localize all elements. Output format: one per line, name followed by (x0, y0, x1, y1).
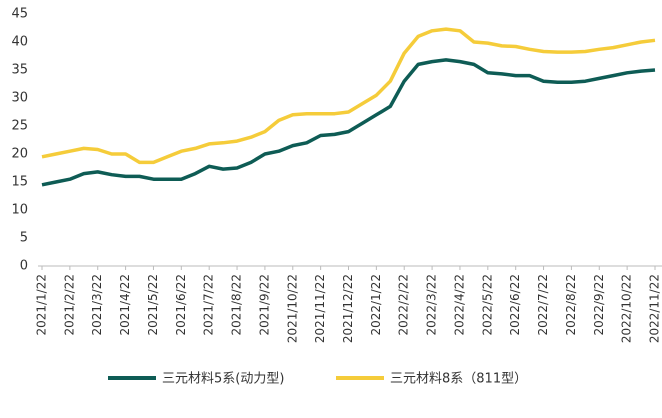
legend-label: 三元材料5系(动力型) (162, 372, 284, 387)
y-tick-label: 40 (11, 35, 28, 50)
y-tick-label: 15 (11, 175, 28, 190)
x-tick-label: 2021/2/22 (62, 274, 76, 336)
y-tick-label: 5 (20, 231, 28, 246)
y-tick-label: 0 (20, 259, 28, 274)
x-tick-label: 2022/6/22 (508, 274, 522, 336)
x-tick-label: 2021/3/22 (90, 274, 104, 336)
x-tick-label: 2022/8/22 (564, 274, 578, 336)
x-tick-label: 2021/9/22 (257, 274, 271, 336)
legend-label: 三元材料8系（811型） (390, 372, 527, 387)
y-tick-label: 45 (11, 7, 28, 22)
x-tick-label: 2021/10/22 (285, 274, 299, 343)
y-tick-label: 35 (11, 63, 28, 78)
x-tick-label: 2022/10/22 (620, 274, 634, 343)
x-tick-label: 2022/1/22 (369, 274, 383, 336)
x-tick-label: 2021/11/22 (313, 274, 327, 343)
x-tick-label: 2021/8/22 (230, 274, 244, 336)
y-tick-label: 20 (11, 147, 28, 162)
x-tick-label: 2022/4/22 (452, 274, 466, 336)
x-tick-label: 2022/2/22 (397, 274, 411, 336)
x-tick-label: 2021/6/22 (174, 274, 188, 336)
y-tick-label: 30 (11, 91, 28, 106)
x-tick-label: 2022/5/22 (480, 274, 494, 336)
x-tick-label: 2021/1/22 (35, 274, 49, 336)
x-tick-label: 2022/9/22 (592, 274, 606, 336)
y-tick-label: 25 (11, 119, 28, 134)
x-tick-label: 2021/12/22 (341, 274, 355, 343)
x-tick-label: 2021/7/22 (202, 274, 216, 336)
x-tick-label: 2022/3/22 (425, 274, 439, 336)
line-series (41, 27, 656, 165)
x-tick-label: 2022/7/22 (536, 274, 550, 336)
x-tick-label: 2021/5/22 (146, 274, 160, 336)
line-series (41, 58, 656, 187)
x-tick-label: 2022/11/22 (648, 274, 662, 343)
x-tick-label: 2021/4/22 (118, 274, 132, 336)
y-tick-label: 10 (11, 203, 28, 218)
